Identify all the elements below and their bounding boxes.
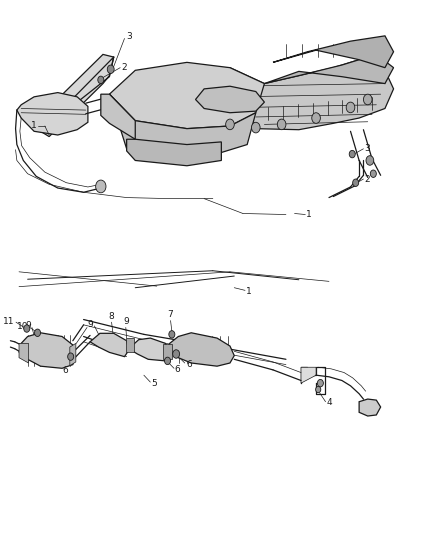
Text: 6: 6 [175,365,180,374]
Polygon shape [301,367,316,383]
Text: 7: 7 [168,310,173,319]
Text: 4: 4 [326,398,332,407]
Polygon shape [17,93,88,135]
Circle shape [370,170,376,177]
Circle shape [312,113,320,123]
Text: 5: 5 [152,378,157,387]
Circle shape [107,65,114,74]
Text: 3: 3 [126,33,131,42]
Circle shape [349,150,355,158]
Polygon shape [163,344,172,359]
Circle shape [165,357,170,365]
Polygon shape [127,139,221,166]
Circle shape [277,119,286,130]
Circle shape [226,119,234,130]
Polygon shape [101,94,135,139]
Polygon shape [273,36,394,68]
Circle shape [318,379,323,387]
Text: 6: 6 [62,366,68,375]
Polygon shape [110,62,265,128]
Polygon shape [110,94,256,156]
Text: 9: 9 [25,321,31,330]
Text: 1: 1 [32,122,37,131]
Polygon shape [41,54,114,136]
Polygon shape [166,333,234,366]
Circle shape [95,180,106,193]
Text: 2: 2 [121,63,127,72]
Polygon shape [359,399,381,416]
Polygon shape [19,343,28,363]
Circle shape [35,329,41,336]
Text: 2: 2 [365,174,371,183]
Polygon shape [129,338,170,361]
Polygon shape [70,343,76,366]
Polygon shape [126,337,134,352]
Circle shape [316,386,321,393]
Circle shape [173,350,180,358]
Text: 3: 3 [365,144,371,154]
Polygon shape [204,60,394,130]
Text: 10: 10 [17,322,28,331]
Circle shape [67,353,74,360]
Text: 6: 6 [186,360,192,368]
Circle shape [353,179,359,187]
Text: 9: 9 [87,320,93,329]
Circle shape [346,102,355,113]
Text: 1: 1 [306,210,312,219]
Text: 8: 8 [109,312,114,320]
Polygon shape [90,333,129,357]
Circle shape [24,325,30,332]
Circle shape [169,330,175,338]
Circle shape [364,94,372,105]
Text: 11: 11 [3,317,15,326]
Circle shape [98,76,104,84]
Polygon shape [265,54,394,84]
Polygon shape [195,86,265,113]
Text: 1: 1 [246,287,252,296]
Polygon shape [19,333,75,368]
Circle shape [251,122,260,133]
Text: 9: 9 [123,317,129,326]
Circle shape [366,156,374,165]
